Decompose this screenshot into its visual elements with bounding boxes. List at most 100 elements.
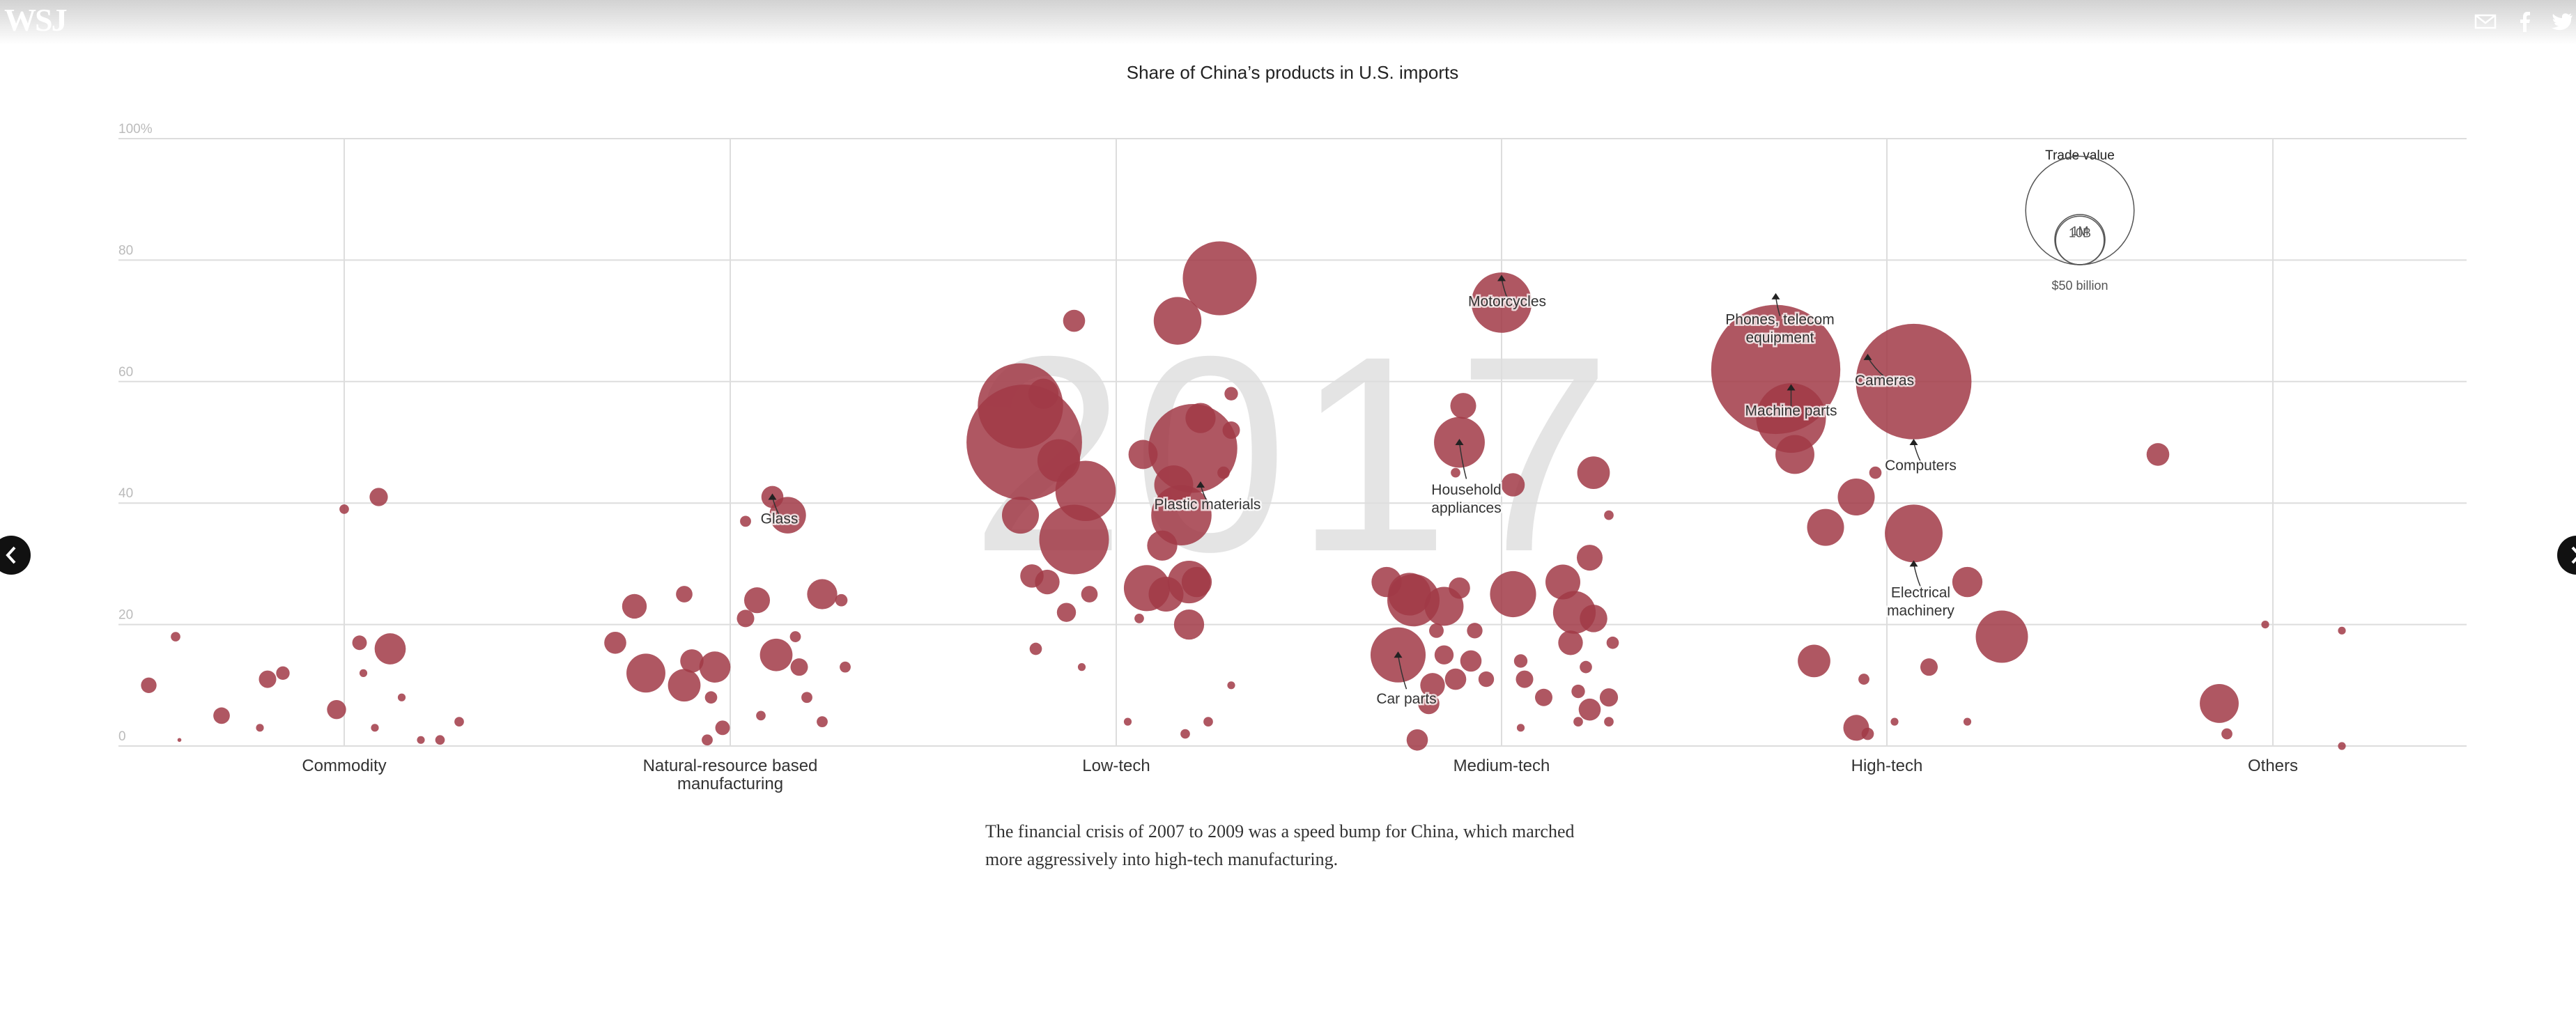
product-bubble[interactable] <box>1182 241 1257 316</box>
highlighted-product[interactable]: Motorcycles <box>1466 274 1548 311</box>
product-bubble[interactable] <box>1580 660 1592 674</box>
product-bubble[interactable] <box>1578 698 1601 721</box>
highlighted-product[interactable]: Machine parts <box>1743 384 1839 421</box>
product-bubble[interactable] <box>1576 545 1603 571</box>
product-bubble[interactable] <box>1920 658 1938 676</box>
product-bubble[interactable] <box>1807 508 1844 546</box>
product-bubble[interactable] <box>352 635 367 651</box>
product-bubble[interactable] <box>1604 717 1614 727</box>
product-bubble[interactable] <box>213 707 230 724</box>
product-bubble[interactable] <box>1478 671 1495 688</box>
product-bubble[interactable] <box>1434 645 1454 665</box>
product-bubble[interactable] <box>1837 478 1875 515</box>
product-bubble[interactable] <box>417 736 425 744</box>
twitter-icon[interactable] <box>2550 10 2574 33</box>
product-bubble[interactable] <box>1077 663 1086 671</box>
product-bubble[interactable] <box>1861 727 1874 740</box>
product-bubble[interactable] <box>1963 717 1972 726</box>
product-bubble[interactable] <box>276 666 290 681</box>
highlighted-product[interactable]: Car parts <box>1375 651 1438 709</box>
product-bubble[interactable] <box>2338 626 2346 635</box>
highlighted-product[interactable]: Computers <box>1883 439 1958 476</box>
product-bubble[interactable] <box>1798 644 1830 678</box>
product-bubble[interactable] <box>1444 668 1467 690</box>
highlighted-product[interactable]: Phones, telecom equipment <box>1724 293 1836 348</box>
product-bubble[interactable] <box>1429 623 1444 638</box>
product-bubble[interactable] <box>397 693 406 701</box>
product-bubble[interactable] <box>1580 605 1607 632</box>
product-bubble[interactable] <box>374 633 406 665</box>
product-bubble[interactable] <box>1227 681 1235 690</box>
product-bubble[interactable] <box>359 669 368 677</box>
product-bubble[interactable] <box>1147 530 1178 561</box>
product-bubble[interactable] <box>1153 297 1202 345</box>
product-bubble[interactable] <box>1181 566 1212 598</box>
product-bubble[interactable] <box>1890 717 1899 726</box>
product-bubble[interactable] <box>680 649 704 673</box>
highlighted-product[interactable]: Household appliances <box>1430 439 1503 518</box>
product-bubble[interactable] <box>256 724 264 732</box>
product-bubble[interactable] <box>1460 650 1482 672</box>
product-bubble[interactable] <box>371 724 379 732</box>
product-bubble[interactable] <box>1606 636 1619 649</box>
product-bubble[interactable] <box>736 609 755 628</box>
wsj-logo[interactable]: WSJ <box>4 2 68 38</box>
product-bubble[interactable] <box>1975 610 2028 663</box>
product-bubble[interactable] <box>2200 684 2239 723</box>
mail-icon[interactable] <box>2474 10 2497 33</box>
product-bubble[interactable] <box>769 497 806 534</box>
product-bubble[interactable] <box>1856 323 1972 440</box>
product-bubble[interactable] <box>1558 630 1583 655</box>
product-bubble[interactable] <box>1217 466 1230 479</box>
product-bubble[interactable] <box>1173 609 1205 640</box>
product-bubble[interactable] <box>1035 569 1060 595</box>
product-bubble[interactable] <box>1123 717 1132 726</box>
next-year-button[interactable] <box>2557 536 2576 575</box>
product-bubble[interactable] <box>1471 272 1532 333</box>
product-bubble[interactable] <box>1604 510 1614 520</box>
product-bubble[interactable] <box>626 653 665 693</box>
product-bubble[interactable] <box>1515 670 1534 688</box>
product-bubble[interactable] <box>668 669 701 702</box>
product-bubble[interactable] <box>715 720 730 736</box>
highlighted-product[interactable]: Electrical machinery <box>1885 560 1957 621</box>
product-bubble[interactable] <box>604 631 626 654</box>
product-bubble[interactable] <box>177 738 182 743</box>
product-bubble[interactable] <box>1501 473 1525 497</box>
product-bubble[interactable] <box>2261 621 2269 629</box>
product-bubble[interactable] <box>1056 603 1077 622</box>
product-bubble[interactable] <box>1858 674 1869 685</box>
product-bubble[interactable] <box>1449 577 1470 599</box>
product-bubble[interactable] <box>1134 614 1144 623</box>
product-bubble[interactable] <box>1467 623 1483 639</box>
product-bubble[interactable] <box>807 579 838 609</box>
product-bubble[interactable] <box>1573 717 1583 727</box>
product-bubble[interactable] <box>141 677 157 693</box>
product-bubble[interactable] <box>756 710 766 721</box>
product-bubble[interactable] <box>699 651 731 683</box>
product-bubble[interactable] <box>1406 729 1428 751</box>
product-bubble[interactable] <box>259 670 277 688</box>
product-bubble[interactable] <box>327 699 346 720</box>
product-bubble[interactable] <box>676 586 693 603</box>
product-bubble[interactable] <box>1535 688 1552 706</box>
product-bubble[interactable] <box>1203 717 1213 727</box>
product-bubble[interactable] <box>702 734 713 746</box>
product-bubble[interactable] <box>759 638 793 671</box>
product-bubble[interactable] <box>1545 564 1580 600</box>
product-bubble[interactable] <box>1028 378 1059 409</box>
product-bubble[interactable] <box>1513 654 1528 668</box>
product-bubble[interactable] <box>740 515 751 527</box>
product-bubble[interactable] <box>789 631 801 642</box>
product-bubble[interactable] <box>1180 729 1190 739</box>
product-bubble[interactable] <box>1224 387 1238 401</box>
product-bubble[interactable] <box>790 658 808 676</box>
product-bubble[interactable] <box>1952 566 1983 598</box>
product-bubble[interactable] <box>743 587 771 614</box>
product-bubble[interactable] <box>622 593 647 619</box>
product-bubble[interactable] <box>2338 742 2346 750</box>
product-bubble[interactable] <box>435 735 445 745</box>
product-bubble[interactable] <box>1490 570 1536 618</box>
product-bubble[interactable] <box>339 504 349 514</box>
product-bubble[interactable] <box>1063 309 1086 332</box>
